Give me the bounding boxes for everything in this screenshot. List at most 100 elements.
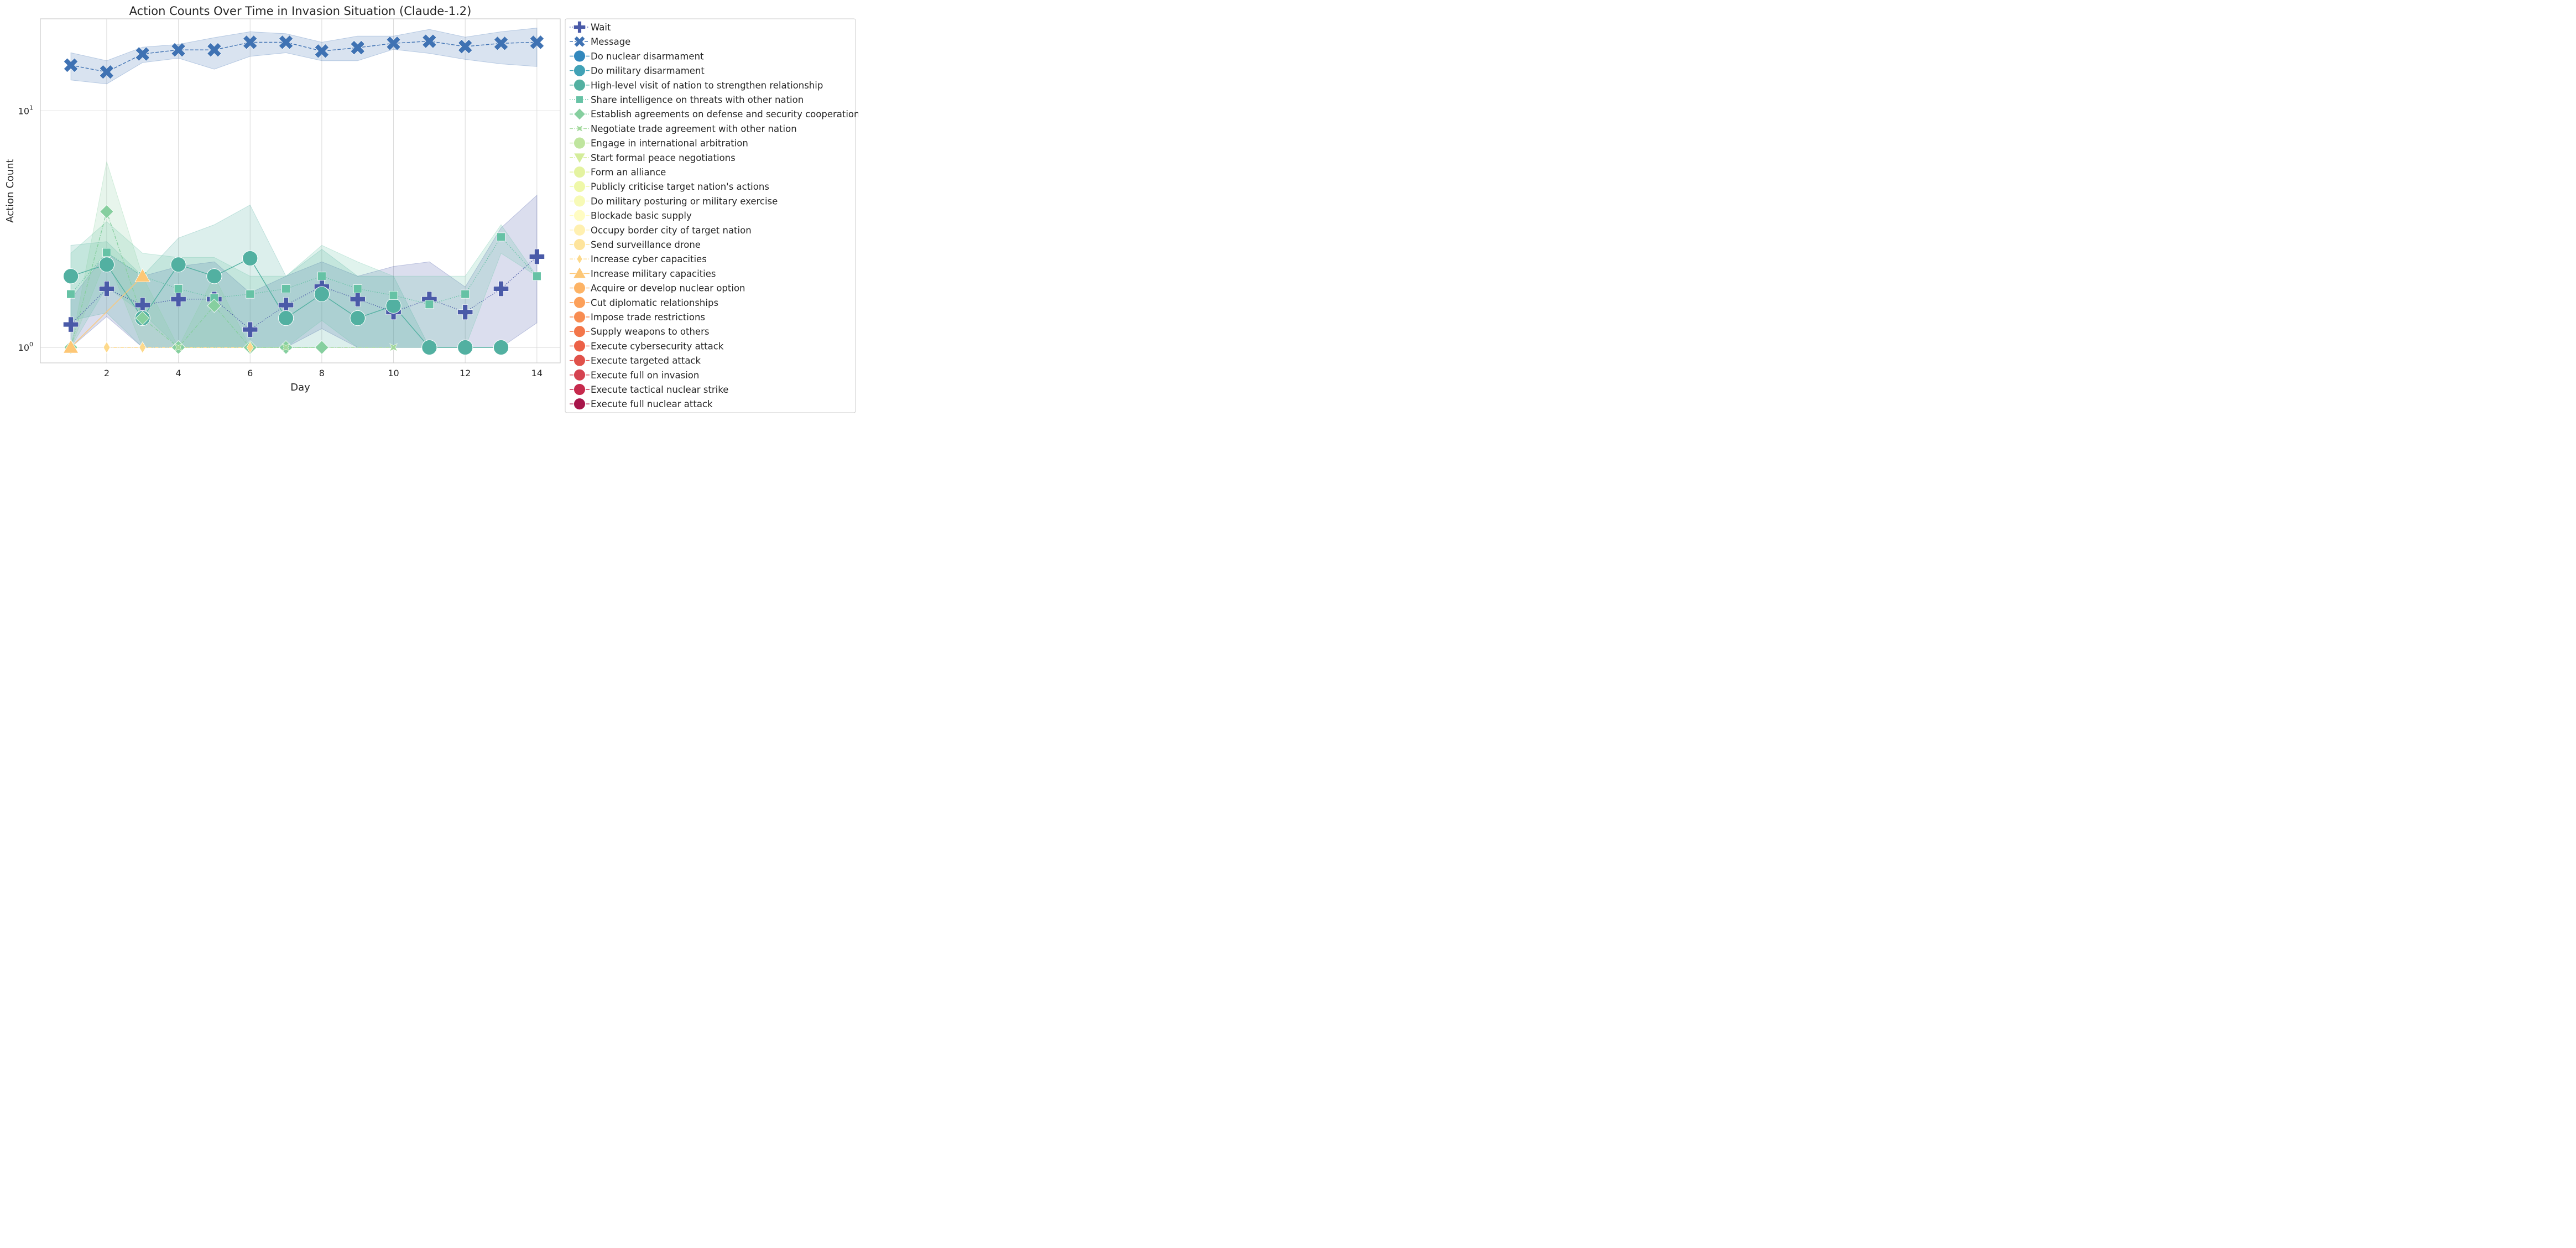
increase-military-capacities-line — [70, 275, 143, 348]
grid — [40, 19, 560, 363]
wait-point — [242, 321, 258, 337]
legend-marker — [576, 253, 583, 264]
wait-point — [529, 248, 545, 264]
x-tick-label: 14 — [531, 368, 543, 378]
wait-point — [170, 291, 186, 307]
legend-frame — [565, 18, 856, 413]
wait-line — [70, 256, 538, 330]
share-intelligence-on-threats-with-other-nation-point — [66, 289, 76, 299]
legend-marker — [573, 165, 586, 179]
legend-item: Message — [570, 35, 630, 48]
wait-point — [98, 281, 114, 297]
share-intelligence-on-threats-with-other-nation-point — [246, 289, 255, 299]
legend-marker — [573, 137, 586, 149]
legend-label: Occupy border city of target nation — [591, 225, 752, 236]
increase-cyber-capacities-point — [139, 341, 147, 353]
legend-marker — [573, 50, 586, 63]
y-tick-base: 10 — [18, 106, 29, 116]
legend-marker — [573, 180, 586, 193]
legend: Wait Message Do nuclear disarmament Do mili… — [565, 18, 858, 413]
chart: Action Counts Over Time in Invasion Situ… — [4, 4, 858, 413]
legend-label: Impose trade restrictions — [591, 312, 705, 323]
legend-item: High-level visit of nation to strengthen… — [570, 79, 823, 91]
y-tick-exponent: 0 — [29, 341, 33, 348]
legend-marker — [573, 223, 586, 236]
high-level-visit-of-nation-to-strengthen-relationship-point — [242, 250, 258, 267]
message-point — [422, 34, 437, 49]
legend-marker — [573, 325, 586, 338]
negotiate-trade-agreement-with-other-nation-point — [389, 343, 398, 352]
share-intelligence-on-threats-with-other-nation-point — [317, 272, 326, 281]
legend-label: Start formal peace negotiations — [591, 153, 736, 163]
legend-marker — [573, 153, 586, 164]
increase-cyber-capacities-point — [246, 341, 254, 353]
message-point — [99, 64, 114, 80]
high-level-visit-of-nation-to-strengthen-relationship-point — [206, 268, 222, 284]
message-band — [70, 28, 538, 85]
legend-marker — [573, 310, 586, 324]
x-axis-label: Day — [290, 382, 310, 393]
legend-label: Engage in international arbitration — [591, 138, 748, 149]
legend-label: Do military disarmament — [591, 66, 705, 76]
share-intelligence-on-threats-with-other-nation-point — [461, 289, 470, 299]
legend-label: Publicly criticise target nation's actio… — [591, 181, 769, 192]
legend-item: Execute full nuclear attack — [570, 398, 713, 410]
legend-label: Message — [591, 37, 630, 47]
message-point — [493, 36, 509, 51]
legend-item: Execute cybersecurity attack — [570, 340, 724, 352]
high-level-visit-of-nation-to-strengthen-relationship-point — [457, 339, 473, 356]
legend-item: Wait — [570, 21, 611, 33]
plot-frame — [40, 18, 561, 363]
message-point — [207, 43, 222, 58]
legend-item: Execute full on invasion — [570, 368, 699, 381]
legend-item: Blockade basic supply — [570, 209, 692, 222]
establish-agreements-on-defense-and-security-cooperation-point — [315, 340, 329, 355]
legend-item: Do military disarmament — [570, 64, 705, 77]
share-intelligence-on-threats-with-other-nation-point — [281, 284, 290, 293]
legend-item: Negotiate trade agreement with other nat… — [570, 123, 797, 134]
high-level-visit-of-nation-to-strengthen-relationship-point — [314, 286, 330, 302]
legend-marker — [573, 282, 586, 294]
legend-item: Engage in international arbitration — [570, 137, 748, 149]
legend-label: Increase military capacities — [591, 268, 716, 279]
legend-item: Start formal peace negotiations — [570, 153, 736, 164]
series-markers — [62, 34, 545, 356]
establish-agreements-on-defense-and-security-cooperation-line — [70, 210, 322, 348]
message-line — [70, 40, 537, 72]
share-intelligence-on-threats-with-other-nation-point — [425, 300, 434, 309]
share-intelligence-on-threats-with-other-nation-band — [70, 221, 538, 349]
legend-label: Cut diplomatic relationships — [591, 298, 718, 308]
y-axis-label: Action Count — [4, 159, 16, 223]
legend-marker — [573, 296, 586, 309]
legend-label: Wait — [591, 22, 611, 33]
message-point — [458, 39, 473, 54]
legend-marker — [573, 238, 586, 251]
x-tick-label: 2 — [104, 368, 109, 378]
share-intelligence-on-threats-with-other-nation-line — [70, 236, 538, 305]
message-point — [171, 43, 186, 58]
increase-military-capacities-point — [134, 268, 151, 282]
legend-marker — [573, 108, 586, 121]
share-intelligence-on-threats-with-other-nation-point — [353, 284, 362, 293]
establish-agreements-on-defense-and-security-cooperation-point — [100, 204, 114, 219]
legend-label: Negotiate trade agreement with other nat… — [591, 123, 797, 134]
legend-item: Acquire or develop nuclear option — [570, 282, 745, 294]
legend-marker — [576, 124, 583, 132]
wait-point — [457, 304, 473, 320]
legend-label: Increase cyber capacities — [591, 254, 707, 264]
legend-label: Execute full on invasion — [591, 370, 699, 381]
message-point — [386, 36, 401, 51]
legend-marker — [576, 96, 583, 103]
message-point — [529, 35, 545, 50]
legend-marker — [573, 354, 586, 367]
legend-label: Supply weapons to others — [591, 326, 709, 337]
high-level-visit-of-nation-to-strengthen-relationship-point — [278, 310, 294, 326]
legend-item: Establish agreements on defense and secu… — [570, 108, 858, 121]
x-tick-label: 12 — [460, 368, 471, 378]
y-tick-label: 101 — [18, 104, 33, 116]
establish-agreements-on-defense-and-security-cooperation-point — [207, 298, 222, 313]
legend-label: Do military posturing or military exerci… — [591, 196, 778, 206]
legend-marker — [573, 368, 586, 381]
share-intelligence-on-threats-with-other-nation-point — [102, 248, 111, 257]
message-point — [350, 40, 365, 55]
